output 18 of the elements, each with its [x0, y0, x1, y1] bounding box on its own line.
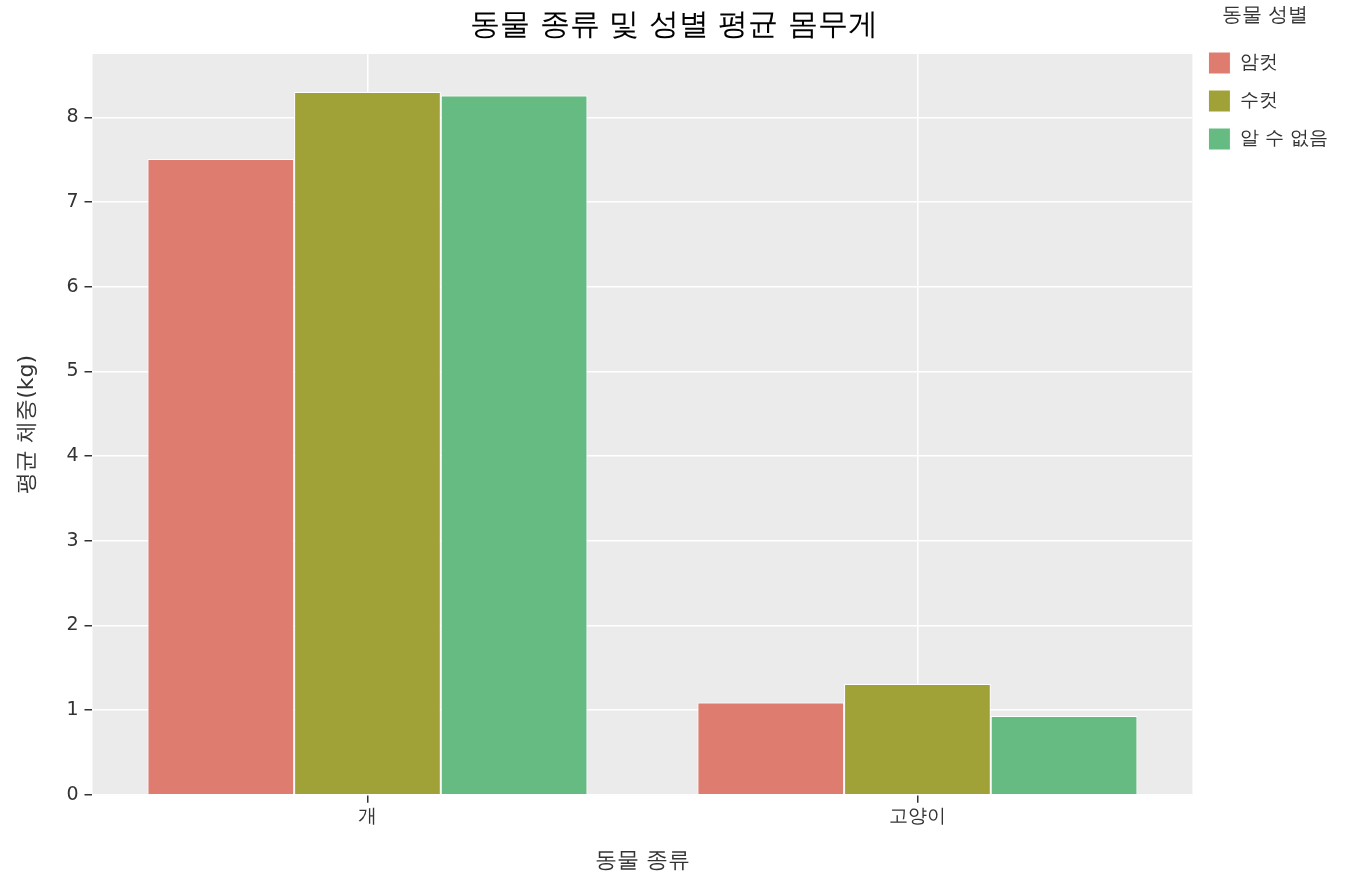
y-tick-label: 6	[66, 273, 79, 296]
x-axis-title: 동물 종류	[594, 846, 690, 872]
y-tick-label: 4	[66, 443, 79, 466]
y-tick-label: 8	[66, 104, 79, 127]
legend-title: 동물 성별	[1222, 2, 1309, 27]
x-tick-label: 개	[357, 804, 377, 827]
legend-label: 알 수 없음	[1239, 125, 1329, 148]
legend-label: 암컷	[1239, 49, 1278, 72]
y-tick-label: 1	[66, 697, 79, 720]
chart-title: 동물 종류 및 성별 평균 몸무게	[470, 5, 878, 41]
y-tick-label: 0	[66, 781, 79, 804]
y-tick-label: 3	[66, 527, 79, 550]
y-tick-label: 7	[66, 189, 79, 212]
y-tick-label: 5	[66, 358, 79, 381]
legend-label: 수컷	[1239, 87, 1278, 110]
y-tick-label: 2	[66, 612, 79, 635]
y-axis-title: 평균 체중(kg)	[12, 354, 38, 494]
x-tick-label: 고양이	[888, 804, 946, 827]
